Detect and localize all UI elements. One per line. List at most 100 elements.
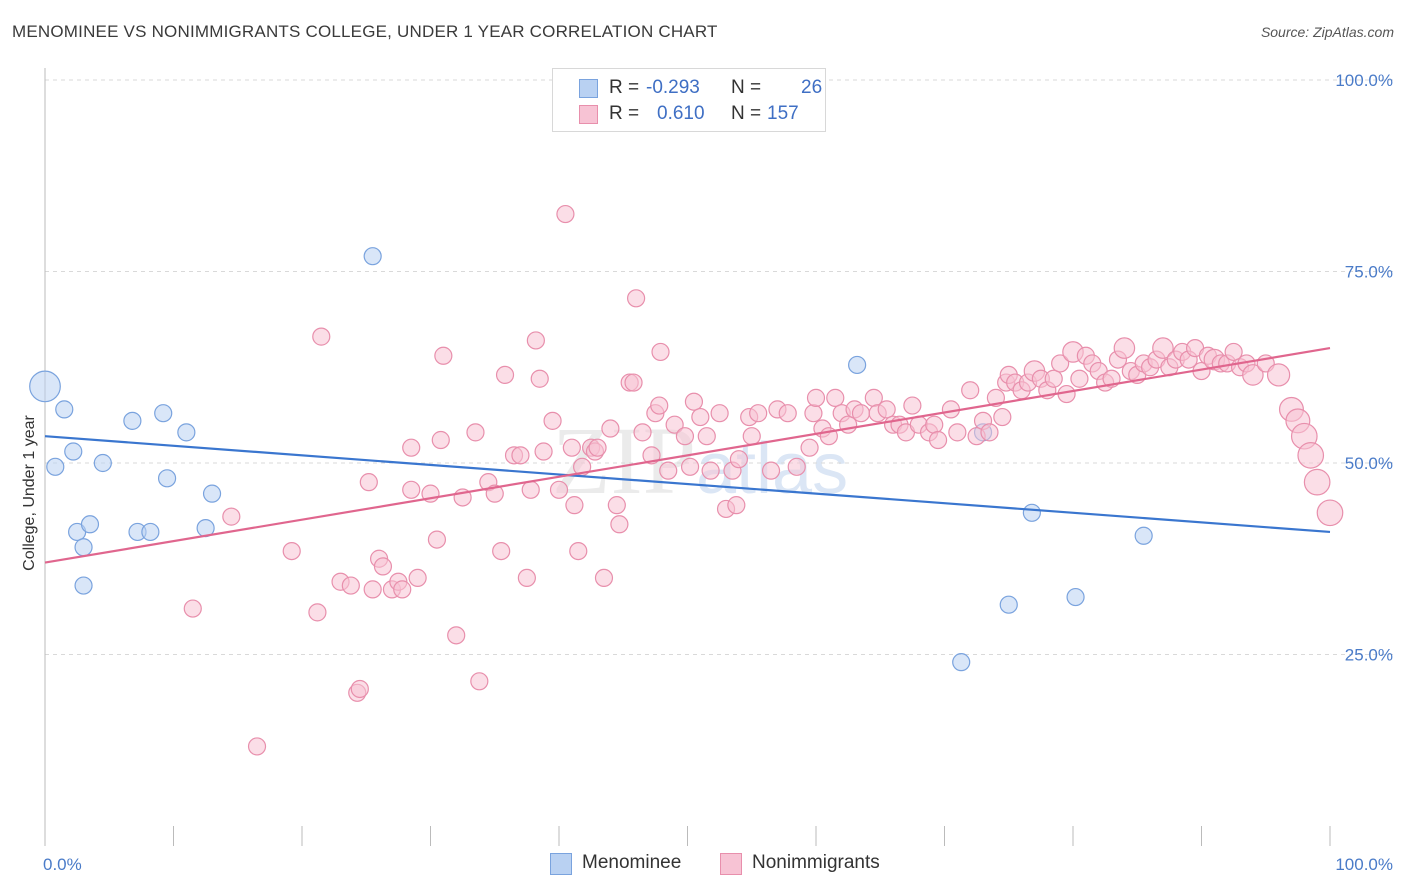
nonimmigrants-point: [1266, 363, 1291, 387]
nonimmigrants-point: [727, 496, 746, 515]
nonimmigrants-point: [350, 679, 369, 699]
nonimmigrants-point: [749, 404, 768, 423]
nonimmigrants-point: [925, 415, 944, 434]
nonimmigrants-point: [402, 438, 421, 457]
nonimmigrants-point: [1242, 364, 1264, 386]
legend-label-menominee: Menominee: [582, 852, 682, 873]
nonimmigrants-point: [183, 599, 202, 618]
nonimmigrants-point: [1224, 342, 1243, 362]
nonimmigrants-point: [1316, 499, 1344, 527]
tick-labels: 25.0% 50.0% 75.0% 100.0% 0.0% 100.0% College, …: [21, 71, 1393, 874]
y-tick-label: 25.0%: [1345, 646, 1393, 665]
menominee-point: [123, 411, 142, 430]
nonimmigrants-point: [543, 411, 562, 430]
trend-lines: [44, 347, 1331, 564]
menominee-point: [64, 442, 83, 461]
legend-n-label: N =: [731, 103, 762, 124]
nonimmigrants-point: [1113, 337, 1136, 359]
legend-swatch-menominee: [550, 853, 572, 875]
menominee-point: [154, 404, 173, 423]
nonimmigrants-point: [526, 331, 545, 350]
menominee-point: [848, 355, 867, 375]
x-tick-label: 100.0%: [1335, 855, 1393, 874]
menominee-point: [74, 538, 93, 557]
legend-label-nonimmigrants: Nonimmigrants: [752, 852, 880, 873]
y-tick-label: 100.0%: [1335, 71, 1393, 90]
nonimmigrants-point: [633, 423, 652, 442]
nonimmigrants-point: [1152, 337, 1174, 359]
nonimmigrants-point: [470, 672, 489, 691]
nonimmigrants-point: [659, 461, 678, 480]
nonimmigrants-point: [549, 480, 569, 499]
nonimmigrants-point: [701, 461, 720, 480]
nonimmigrants-point: [851, 404, 871, 423]
nonimmigrants-point: [569, 541, 588, 561]
nonimmigrants-point: [562, 438, 581, 457]
nonimmigrants-point: [222, 507, 241, 526]
nonimmigrants-point: [359, 473, 378, 492]
nonimmigrants-point: [800, 438, 819, 457]
nonimmigrants-point: [247, 737, 267, 756]
nonimmigrants-point: [948, 423, 967, 442]
nonimmigrants-point: [961, 381, 980, 400]
menominee-trend-line: [44, 435, 1331, 534]
axes: [44, 68, 1331, 846]
nonimmigrants-point: [675, 427, 695, 446]
legend-r-label: R =: [609, 77, 640, 98]
chart-title: MENOMINEE VS NONIMMIGRANTS COLLEGE, UNDE…: [12, 22, 718, 41]
nonimmigrants-point: [729, 450, 749, 469]
nonimmigrants-point: [363, 580, 382, 599]
nonimmigrants-point: [521, 480, 540, 499]
menominee-point: [157, 469, 177, 488]
menominee-point: [1022, 503, 1041, 522]
legend-r-value: 0.610: [657, 103, 705, 124]
nonimmigrants-point: [778, 404, 797, 423]
menominee-point: [1066, 587, 1085, 607]
nonimmigrants-point: [710, 404, 729, 423]
y-tick-label: 75.0%: [1345, 263, 1393, 282]
nonimmigrants-point: [665, 415, 684, 434]
nonimmigrants-point: [697, 427, 716, 446]
nonimmigrants-point: [408, 568, 427, 588]
menominee-point: [74, 576, 93, 595]
legend-swatch-nonimmigrants: [720, 853, 742, 875]
nonimmigrants-point: [534, 442, 553, 461]
nonimmigrants-point: [826, 388, 845, 407]
menominee-point: [952, 653, 971, 672]
legend-n-value: 157: [767, 103, 799, 124]
y-axis-title: College, Under 1 year: [21, 415, 38, 571]
nonimmigrants-point: [282, 541, 301, 561]
menominee-point: [29, 370, 61, 403]
nonimmigrants-point: [761, 461, 781, 480]
nonimmigrants-points: [183, 204, 1344, 756]
nonimmigrants-point: [1051, 354, 1070, 373]
nonimmigrants-point: [402, 480, 421, 499]
nonimmigrants-point: [565, 496, 584, 515]
nonimmigrants-point: [517, 568, 536, 588]
nonimmigrants-point: [341, 576, 360, 595]
nonimmigrants-point: [806, 388, 826, 407]
nonimmigrants-point: [485, 484, 504, 503]
nonimmigrants-point: [928, 430, 948, 450]
y-tick-label: 50.0%: [1345, 454, 1393, 473]
menominee-point: [80, 515, 100, 534]
legend-r-value: -0.293: [646, 77, 700, 98]
nonimmigrants-point: [680, 457, 700, 476]
nonimmigrants-point: [427, 530, 447, 549]
menominee-point: [1134, 526, 1153, 545]
nonimmigrants-point: [804, 404, 823, 423]
menominee-point: [202, 484, 222, 503]
nonimmigrants-point: [511, 446, 530, 465]
nonimmigrants-point: [1044, 369, 1063, 388]
nonimmigrants-point: [684, 392, 704, 411]
legend-swatch-menominee: [579, 79, 598, 98]
nonimmigrants-point: [495, 365, 515, 385]
menominee-point: [999, 595, 1018, 614]
nonimmigrants-point: [626, 289, 646, 308]
nonimmigrants-point: [651, 342, 670, 362]
menominee-point: [177, 423, 196, 442]
nonimmigrants-point: [610, 515, 629, 534]
nonimmigrants-point: [530, 369, 549, 388]
source-label: Source: ZipAtlas.com: [1260, 24, 1394, 40]
nonimmigrants-point: [393, 580, 412, 599]
